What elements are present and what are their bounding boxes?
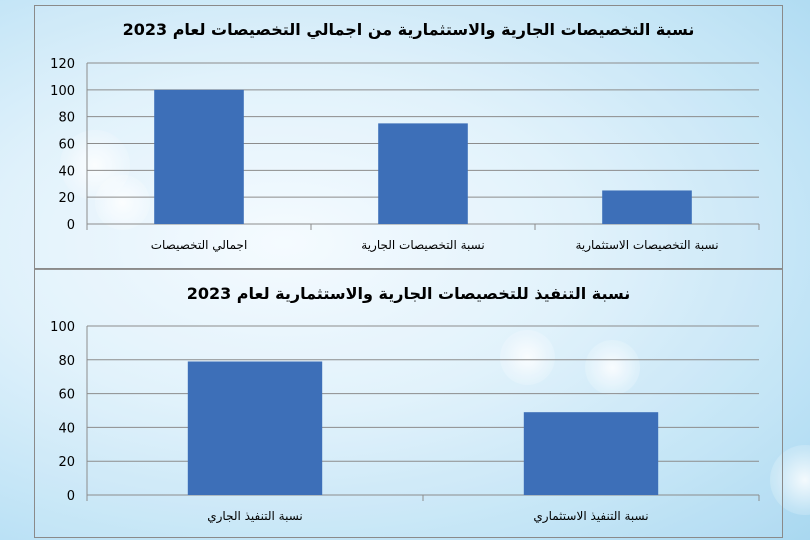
y-tick-label: 80 (58, 111, 75, 126)
bar (602, 190, 692, 224)
y-tick-label: 20 (58, 191, 75, 206)
y-tick-label: 80 (58, 354, 75, 369)
chart-title: نسبة التخصيصات الجارية والاستثمارية من ا… (122, 20, 695, 39)
y-tick-label: 120 (50, 57, 75, 72)
execution-chart-panel: نسبة التنفيذ للتخصيصات الجارية والاستثما… (34, 268, 783, 538)
category-label: نسبة التخصيصات الاستثمارية (575, 238, 718, 253)
category-label: نسبة التنفيذ الاستثماري (533, 509, 648, 524)
y-tick-label: 60 (58, 138, 75, 153)
y-tick-label: 100 (50, 84, 75, 99)
decor-bubble (500, 330, 555, 385)
bar (187, 361, 323, 495)
bar (378, 123, 468, 224)
y-tick-label: 0 (67, 218, 75, 233)
y-tick-label: 40 (58, 164, 75, 179)
allocation-bar-chart: 0 20 40 60 80 100 120 اجمالي التخصيصات نسبة التخ… (50, 57, 760, 253)
y-tick-label: 20 (58, 455, 75, 470)
category-label: نسبة التخصيصات الجارية (361, 238, 484, 253)
category-label: نسبة التنفيذ الجاري (207, 509, 303, 524)
chart-title: نسبة التنفيذ للتخصيصات الجارية والاستثما… (186, 284, 631, 303)
execution-bar-chart: 0 20 40 60 80 100 نسبة التنفيذ الجاري نسبة التن… (50, 320, 760, 524)
y-tick-label: 60 (58, 388, 75, 403)
y-tick-label: 100 (50, 320, 75, 335)
decor-bubble (95, 175, 150, 230)
y-tick-label: 0 (67, 489, 75, 504)
y-tick-label: 40 (58, 421, 75, 436)
bar (154, 89, 244, 224)
allocation-chart-panel: نسبة التخصيصات الجارية والاستثمارية من ا… (34, 5, 783, 270)
decor-bubble (585, 340, 640, 395)
bar (523, 412, 659, 495)
category-label: اجمالي التخصيصات (151, 238, 248, 252)
